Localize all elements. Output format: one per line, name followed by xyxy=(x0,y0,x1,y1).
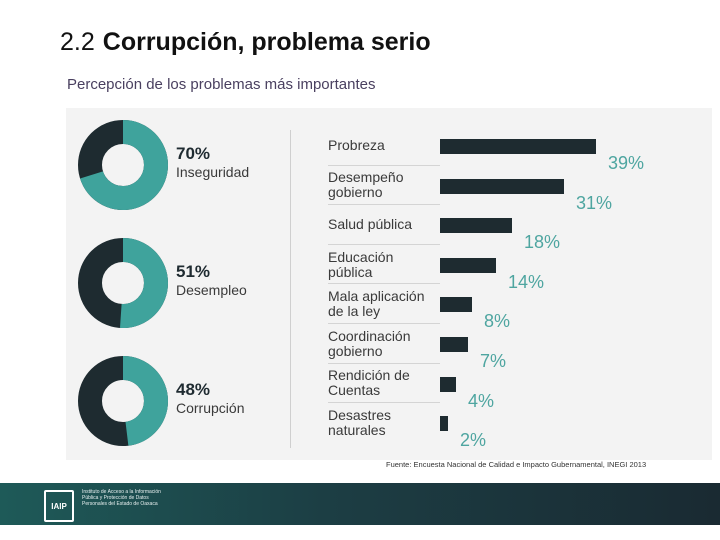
bar xyxy=(440,337,468,352)
bar-category-label: Educación pública xyxy=(328,248,394,280)
page-title: 2.2 Corrupción, problema serio xyxy=(60,28,431,57)
donut-inseguridad xyxy=(78,120,168,210)
bar-row-separator xyxy=(328,164,440,166)
donut-value-label: 70% xyxy=(176,144,211,163)
panel-divider xyxy=(290,130,291,448)
bar xyxy=(440,218,512,234)
bar-value-label: 8% xyxy=(484,311,511,332)
donut-slice xyxy=(78,238,168,328)
footer-bar xyxy=(0,483,720,525)
section-number: 2.2 xyxy=(60,28,95,56)
bar-category-label: Mala aplicación de la ley xyxy=(328,288,425,320)
donut-slice xyxy=(78,120,168,210)
donut-category-label: Inseguridad xyxy=(176,164,250,180)
bar-value-label: 31% xyxy=(576,192,613,213)
bar-value-label: 2% xyxy=(460,430,487,451)
bar-row-separator xyxy=(328,243,440,245)
bar-value-label: 18% xyxy=(524,232,561,253)
bar-row-separator xyxy=(328,323,440,324)
bar-category-label: Probreza xyxy=(328,137,385,154)
iaip-logo-text: Instituto de Acceso a la Información Púb… xyxy=(82,489,161,507)
source-note: Fuente: Encuesta Nacional de Calidad e I… xyxy=(386,460,647,469)
bar-category-label: Desempeño gobierno xyxy=(328,169,404,201)
bar-value-label: 7% xyxy=(480,351,507,371)
bar-category-label: Rendición de Cuentas xyxy=(328,367,410,399)
bar-row-separator xyxy=(328,362,440,364)
donut-category-label: Desempleo xyxy=(176,282,247,298)
bar-category-label: Desastres naturales xyxy=(328,406,392,438)
bar-row-separator xyxy=(328,402,440,404)
bar-value-label: 4% xyxy=(468,390,495,411)
bar-value-label: 14% xyxy=(508,271,545,292)
bar xyxy=(440,178,564,194)
bar-value-label: 39% xyxy=(608,153,645,173)
bar-category-label: Coordinación gobierno xyxy=(328,327,411,359)
donut-slice xyxy=(78,356,168,446)
donut-corrupción xyxy=(78,356,168,446)
bar xyxy=(440,257,496,273)
bar xyxy=(440,416,448,432)
bar xyxy=(440,139,596,154)
bar-row-separator xyxy=(328,283,440,285)
donut-value-label: 48% xyxy=(176,380,211,399)
donut-desempleo xyxy=(78,238,168,328)
donut-category-label: Corrupción xyxy=(176,400,245,416)
bar xyxy=(440,297,472,313)
bar xyxy=(440,376,456,392)
bar-row-separator xyxy=(328,204,440,206)
section-title: Corrupción, problema serio xyxy=(102,28,431,56)
bar-category-label: Salud pública xyxy=(328,216,413,233)
chart-subtitle: Percepción de los problemas más importan… xyxy=(67,76,376,93)
iaip-logo: IAIP xyxy=(44,490,74,522)
donut-value-label: 51% xyxy=(176,262,211,281)
